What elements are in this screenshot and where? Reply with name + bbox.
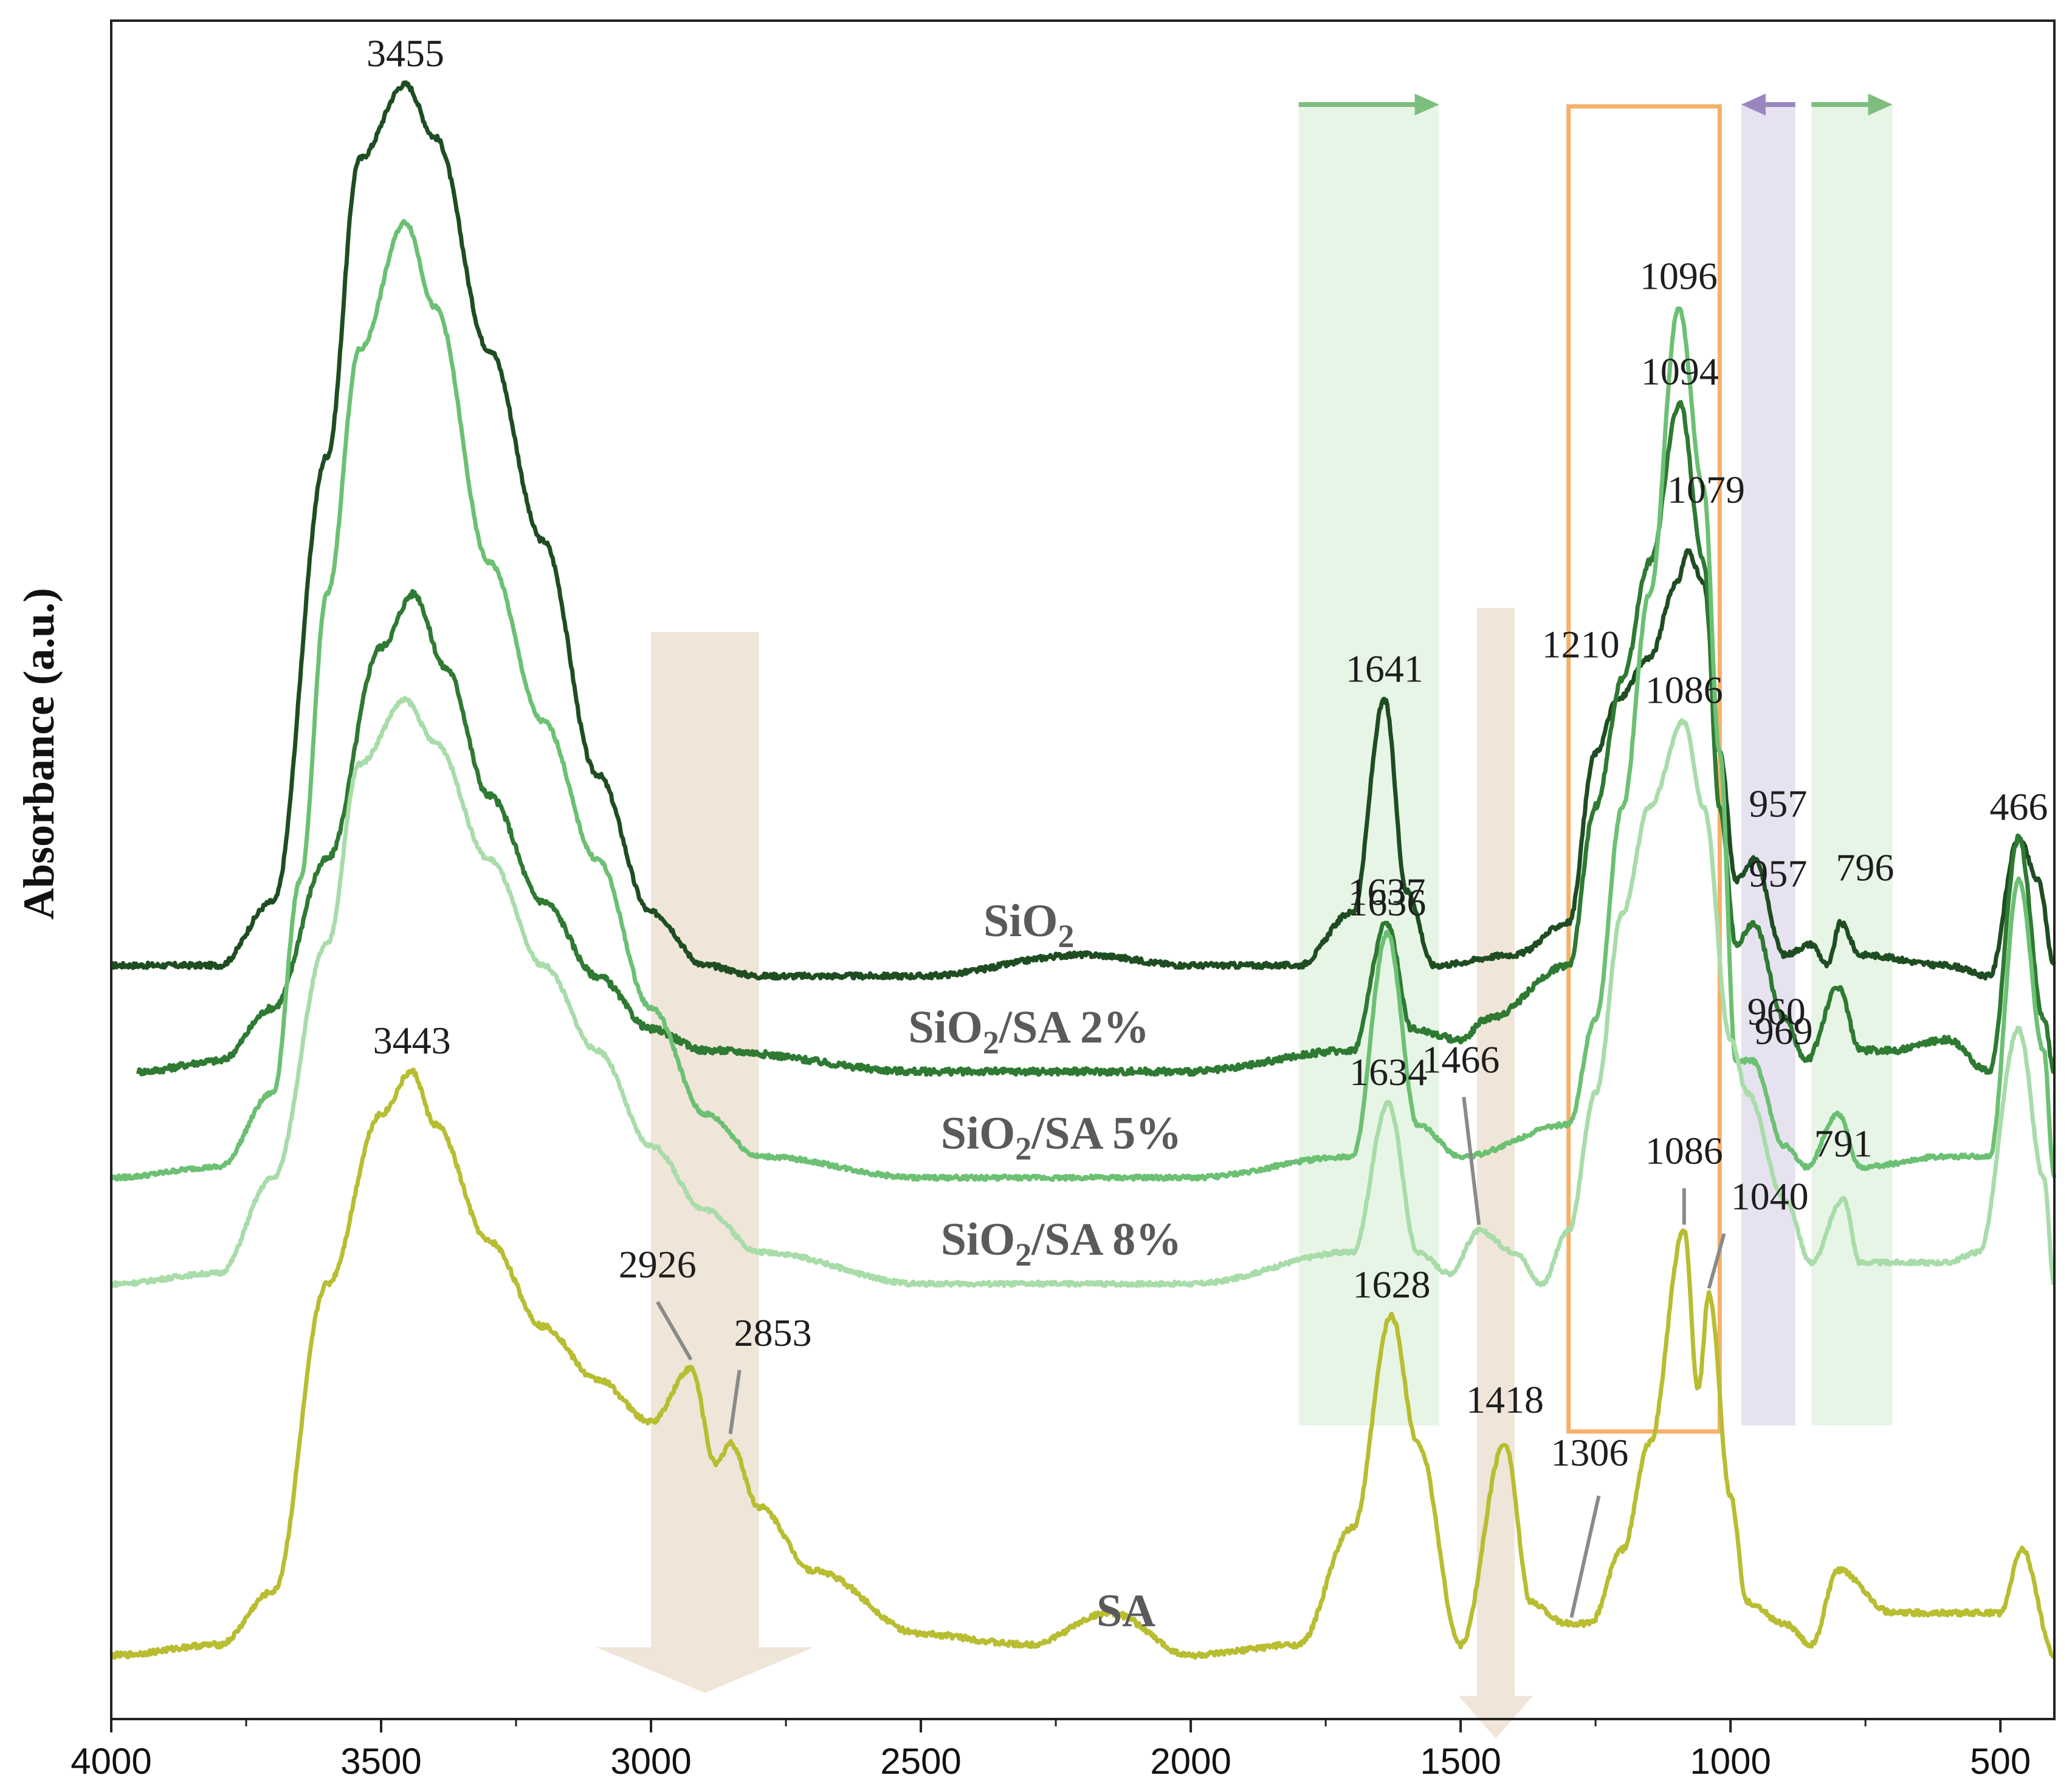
peak-label: 2926 xyxy=(619,1243,697,1286)
peak-leader xyxy=(728,1370,742,1435)
peak-label: 1418 xyxy=(1466,1378,1544,1421)
purple-arrow-head xyxy=(1741,94,1766,115)
y-axis-label: Absorbance (a.u.) xyxy=(15,588,63,920)
peak-label: 960 xyxy=(1747,990,1806,1033)
plot-frame xyxy=(110,19,2056,1720)
peak-label: 1634 xyxy=(1349,1050,1427,1094)
peak-label: 1086 xyxy=(1645,1129,1723,1173)
peak-label: 2853 xyxy=(734,1311,812,1354)
peak-label: 1096 xyxy=(1640,254,1718,297)
peak-leader xyxy=(1462,1097,1481,1225)
peak-label: 3443 xyxy=(373,1019,451,1062)
peak-label: 1628 xyxy=(1352,1263,1430,1306)
peak-label: 466 xyxy=(1989,785,2048,829)
green-arrow-right-head xyxy=(1868,94,1893,115)
peak-label: 1466 xyxy=(1422,1038,1499,1081)
peak-label: 1079 xyxy=(1667,468,1745,511)
series-sa xyxy=(109,1067,2056,1660)
series-label: SiO2/SA 8% xyxy=(941,1214,1182,1273)
beige-arrow-ch xyxy=(596,632,814,1693)
peak-label: 969 xyxy=(1755,1010,1813,1053)
series-sio2 xyxy=(110,80,2056,981)
peak-label: 796 xyxy=(1836,846,1894,889)
series-sio2-sa-8- xyxy=(110,695,2056,1288)
green-arrow-left-head xyxy=(1414,94,1439,115)
beige-arrow-coo xyxy=(1458,608,1533,1739)
peak-label: 1637 xyxy=(1347,870,1425,913)
peak-label: 1641 xyxy=(1346,647,1423,691)
x-tick-label: 500 xyxy=(1970,1741,2031,1782)
series-label: SA xyxy=(1096,1585,1155,1636)
background-annotations xyxy=(596,94,1893,1739)
x-tick-label: 1000 xyxy=(1690,1741,1771,1782)
series-sio2-sa-5- xyxy=(109,219,2057,1182)
green-band-left xyxy=(1298,103,1439,1425)
peak-label: 1306 xyxy=(1551,1431,1628,1474)
peak-label: 1086 xyxy=(1645,669,1723,712)
peak-label: 3455 xyxy=(367,32,444,75)
x-tick-label: 2500 xyxy=(880,1741,961,1782)
peak-labels: SiO2 3455 1641 1210 1079 957 796 466 SiO2/SA 2% 1… xyxy=(367,32,2048,1636)
peak-label: 957 xyxy=(1749,852,1807,895)
orange-box xyxy=(1566,104,1722,1434)
peak-leader xyxy=(656,1301,693,1361)
x-tick-label: 3000 xyxy=(610,1741,691,1782)
spectra xyxy=(109,80,2057,1660)
peak-label: 1636 xyxy=(1348,881,1426,924)
peak-leader xyxy=(1707,1233,1726,1289)
peak-leader xyxy=(1569,1495,1601,1618)
series-label: SiO2/SA 2% xyxy=(908,1002,1149,1061)
x-tick-label: 3500 xyxy=(340,1741,421,1782)
series-sio2-sa-2- xyxy=(136,400,2056,1077)
x-tick-label: 2000 xyxy=(1150,1741,1231,1782)
x-tick-label: 4000 xyxy=(71,1741,151,1782)
purple-band xyxy=(1741,103,1795,1425)
green-band-right xyxy=(1811,103,1893,1425)
peak-label: 1040 xyxy=(1731,1175,1809,1218)
peak-label: 791 xyxy=(1814,1122,1873,1165)
x-tick-label: 1500 xyxy=(1420,1741,1501,1782)
peak-label: 957 xyxy=(1749,782,1807,825)
series-label: SiO2 xyxy=(983,895,1075,954)
axes: 4000 3500 3000 2500 2000 1500 1000 500 Absorban… xyxy=(15,19,2056,1782)
series-label: SiO2/SA 5% xyxy=(941,1108,1182,1167)
peak-label: 1210 xyxy=(1542,623,1620,666)
x-axis-ticks: 4000 3500 3000 2500 2000 1500 1000 500 xyxy=(71,1719,2031,1782)
peak-label: 1094 xyxy=(1641,350,1719,393)
